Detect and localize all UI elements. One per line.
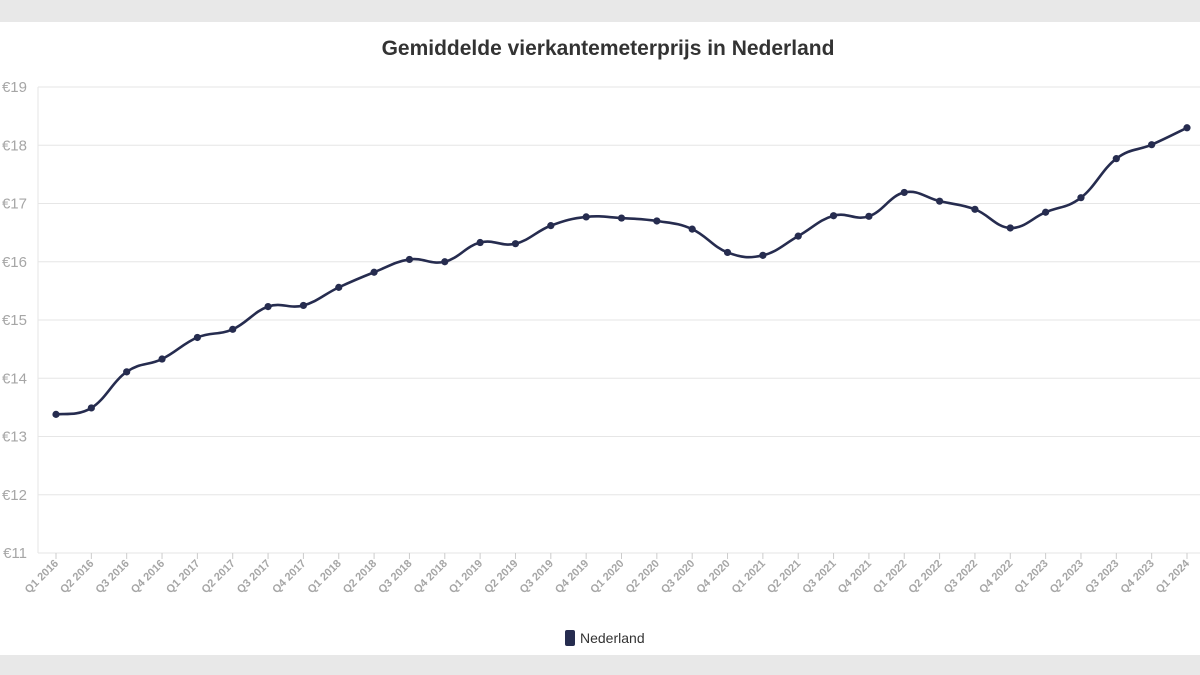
y-axis: €11 €12 €13 €14 €15 €16 €17 €18 €19 — [2, 79, 39, 562]
data-point[interactable] — [1148, 141, 1156, 149]
y-tick-label: €12 — [2, 487, 27, 504]
data-point[interactable] — [935, 197, 944, 205]
data-point[interactable] — [441, 258, 449, 266]
data-point[interactable] — [1006, 224, 1014, 232]
x-tick-label: Q3 2022 — [942, 558, 980, 596]
series-layer — [52, 124, 1191, 418]
x-tick-label: Q1 2022 — [871, 558, 909, 596]
data-point[interactable] — [193, 333, 201, 342]
x-tick-label: Q4 2020 — [694, 558, 732, 596]
data-point[interactable] — [829, 212, 838, 220]
data-point[interactable] — [476, 238, 484, 247]
x-tick-label: Q4 2023 — [1118, 558, 1156, 596]
x-tick-label: Q3 2016 — [93, 558, 131, 596]
data-point[interactable] — [158, 355, 166, 363]
data-point[interactable] — [1183, 124, 1191, 132]
y-tick-label: €16 — [2, 254, 27, 271]
x-tick-label: Q2 2016 — [58, 558, 96, 596]
data-point[interactable] — [52, 410, 60, 418]
y-tick-label: €17 — [2, 196, 27, 213]
x-tick-label: Q4 2018 — [412, 558, 450, 596]
x-tick-label: Q1 2017 — [164, 558, 202, 596]
chart-card: Gemiddelde vierkantemeterprijs in Nederl… — [0, 22, 1200, 655]
data-point[interactable] — [865, 212, 873, 220]
y-tick-label: €11 — [3, 545, 27, 562]
x-tick-label: Q3 2021 — [800, 558, 838, 596]
line-chart: Gemiddelde vierkantemeterprijs in Nederl… — [2, 37, 1200, 646]
data-point[interactable] — [370, 268, 378, 276]
x-tick-label: Q2 2023 — [1048, 558, 1086, 596]
data-point[interactable] — [123, 368, 131, 376]
y-tick-label: €14 — [2, 370, 27, 387]
x-tick-label: Q1 2018 — [306, 558, 344, 596]
data-point[interactable] — [582, 213, 590, 221]
data-point[interactable] — [511, 240, 520, 248]
series-line — [54, 126, 1189, 416]
y-tick-label: €13 — [2, 429, 27, 446]
x-tick-label: Q1 2020 — [588, 558, 626, 596]
data-point[interactable] — [617, 214, 626, 222]
y-tick-label: €15 — [2, 312, 27, 329]
data-point[interactable] — [335, 283, 343, 291]
x-tick-label: Q2 2022 — [906, 558, 944, 596]
data-point[interactable] — [1112, 155, 1120, 163]
data-point[interactable] — [547, 222, 555, 230]
x-tick-label: Q4 2022 — [977, 558, 1015, 596]
x-tick-label: Q4 2019 — [553, 558, 591, 596]
x-tick-label: Q4 2017 — [270, 558, 308, 596]
x-tick-label: Q1 2016 — [23, 558, 61, 596]
data-point[interactable] — [299, 301, 308, 310]
x-tick-label: Q2 2020 — [624, 558, 662, 596]
x-tick-label: Q2 2018 — [341, 558, 379, 596]
data-point[interactable] — [794, 232, 802, 240]
data-point[interactable] — [229, 325, 237, 333]
data-point[interactable] — [1042, 208, 1050, 216]
x-tick-label: Q2 2019 — [482, 558, 520, 596]
y-tick-label: €18 — [2, 137, 27, 154]
x-tick-label: Q3 2017 — [235, 558, 273, 596]
x-tick-label: Q2 2021 — [765, 558, 803, 596]
chart-title: Gemiddelde vierkantemeterprijs in Nederl… — [382, 37, 835, 60]
data-point[interactable] — [405, 255, 414, 264]
data-point[interactable] — [971, 205, 979, 213]
y-tick-label: €19 — [2, 79, 27, 96]
legend-swatch[interactable] — [565, 630, 575, 646]
x-tick-label: Q3 2018 — [376, 558, 414, 596]
x-tick-label: Q3 2020 — [659, 558, 697, 596]
legend[interactable]: Nederland — [565, 630, 645, 646]
data-point[interactable] — [723, 248, 732, 257]
x-tick-label: Q4 2016 — [129, 558, 167, 596]
data-point[interactable] — [759, 251, 767, 259]
data-point[interactable] — [900, 188, 908, 197]
data-point[interactable] — [1077, 194, 1085, 202]
data-point[interactable] — [653, 217, 661, 225]
x-tick-label: Q1 2021 — [730, 558, 768, 596]
x-tick-label: Q3 2019 — [518, 558, 556, 596]
data-point[interactable] — [688, 225, 696, 233]
data-point[interactable] — [264, 303, 272, 311]
x-tick-label: Q1 2019 — [447, 558, 485, 596]
x-tick-label: Q1 2024 — [1154, 557, 1193, 596]
legend-label[interactable]: Nederland — [580, 630, 645, 646]
x-tick-label: Q2 2017 — [200, 558, 238, 596]
x-tick-label: Q3 2023 — [1083, 558, 1121, 596]
data-point[interactable] — [87, 404, 95, 412]
x-tick-label: Q4 2021 — [836, 558, 874, 596]
grid-lines — [38, 86, 1200, 554]
x-tick-label: Q1 2023 — [1012, 558, 1050, 596]
